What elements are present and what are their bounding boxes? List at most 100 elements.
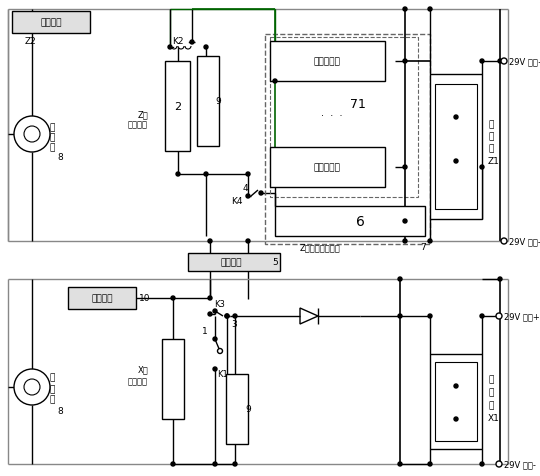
- Text: 阵: 阵: [49, 143, 55, 152]
- Text: 5: 5: [272, 258, 278, 267]
- Text: 太: 太: [49, 123, 55, 132]
- Bar: [435, 362, 477, 441]
- Circle shape: [213, 337, 217, 341]
- Text: Z器: Z器: [137, 110, 148, 119]
- Circle shape: [501, 238, 507, 245]
- Circle shape: [454, 417, 458, 421]
- Text: 6: 6: [355, 215, 364, 228]
- Circle shape: [428, 239, 432, 244]
- Circle shape: [501, 59, 507, 65]
- Text: 阳: 阳: [49, 385, 55, 394]
- Text: X器: X器: [137, 365, 148, 374]
- Bar: [197, 57, 219, 147]
- Circle shape: [403, 8, 407, 12]
- Circle shape: [208, 297, 212, 300]
- Circle shape: [496, 461, 502, 467]
- Bar: [188, 253, 280, 271]
- Circle shape: [480, 314, 484, 318]
- Circle shape: [24, 379, 40, 395]
- Text: K2: K2: [172, 38, 184, 46]
- Bar: [435, 85, 477, 209]
- Circle shape: [225, 314, 229, 318]
- Circle shape: [259, 192, 263, 196]
- Text: 阵: 阵: [488, 401, 494, 410]
- Text: K4: K4: [231, 197, 243, 206]
- Text: 2: 2: [174, 102, 181, 112]
- Circle shape: [213, 462, 217, 466]
- Text: 29V 母线+: 29V 母线+: [504, 312, 540, 321]
- Circle shape: [246, 173, 250, 177]
- Text: 阵: 阵: [488, 144, 494, 153]
- Text: 电: 电: [488, 120, 494, 129]
- Circle shape: [233, 314, 237, 318]
- Bar: [275, 207, 425, 237]
- Text: 放电调节器: 放电调节器: [314, 163, 340, 172]
- Bar: [270, 38, 418, 198]
- Bar: [265, 35, 430, 245]
- Text: 9: 9: [245, 405, 251, 414]
- Text: 4: 4: [242, 184, 248, 193]
- Text: Z器放电调节模块: Z器放电调节模块: [300, 243, 341, 252]
- Bar: [12, 12, 90, 34]
- Text: 脱落插头: 脱落插头: [220, 258, 242, 267]
- Bar: [68, 288, 136, 309]
- Text: 10: 10: [139, 294, 151, 303]
- Circle shape: [480, 462, 484, 466]
- Circle shape: [273, 80, 277, 84]
- Circle shape: [213, 309, 217, 313]
- Bar: [430, 354, 482, 449]
- Circle shape: [168, 46, 172, 50]
- Text: 29V 母线+: 29V 母线+: [509, 58, 540, 66]
- Circle shape: [14, 117, 50, 153]
- Circle shape: [171, 297, 175, 300]
- Text: 蓄电池组: 蓄电池组: [128, 120, 148, 129]
- Text: 充电电路: 充电电路: [91, 294, 113, 303]
- Text: 阵: 阵: [49, 395, 55, 404]
- Text: Z2: Z2: [24, 38, 36, 46]
- Text: 1: 1: [202, 327, 208, 336]
- Circle shape: [218, 349, 222, 354]
- Text: 29V 母线-: 29V 母线-: [504, 459, 536, 468]
- Bar: [226, 374, 248, 444]
- Circle shape: [225, 314, 229, 318]
- Circle shape: [204, 173, 208, 177]
- Circle shape: [454, 384, 458, 388]
- Text: 3: 3: [231, 320, 237, 329]
- Text: 29V 母线-: 29V 母线-: [509, 237, 540, 246]
- Circle shape: [428, 314, 432, 318]
- Text: K1: K1: [217, 370, 227, 379]
- Circle shape: [190, 41, 194, 45]
- Bar: [270, 148, 385, 188]
- Circle shape: [403, 239, 407, 244]
- Bar: [162, 339, 184, 419]
- Circle shape: [398, 314, 402, 318]
- Circle shape: [454, 159, 458, 164]
- Text: 放电调节器: 放电调节器: [314, 58, 340, 66]
- Text: 8: 8: [57, 153, 63, 162]
- Text: K3: K3: [214, 300, 225, 309]
- Circle shape: [498, 278, 502, 281]
- Circle shape: [403, 166, 407, 169]
- Text: 容: 容: [488, 132, 494, 141]
- Text: 蓄电池组: 蓄电池组: [128, 377, 148, 386]
- Circle shape: [171, 462, 175, 466]
- Circle shape: [498, 60, 502, 64]
- Text: 分流电路: 分流电路: [40, 19, 62, 28]
- Text: 9: 9: [215, 97, 221, 106]
- Circle shape: [496, 313, 502, 319]
- Circle shape: [204, 46, 208, 50]
- Circle shape: [208, 239, 212, 244]
- Circle shape: [233, 462, 237, 466]
- Circle shape: [398, 278, 402, 281]
- Bar: [165, 62, 190, 152]
- Text: X1: X1: [488, 414, 500, 423]
- Bar: [270, 42, 385, 82]
- Circle shape: [398, 462, 402, 466]
- Circle shape: [213, 367, 217, 371]
- Text: Z1: Z1: [488, 157, 500, 166]
- Text: 太: 太: [49, 373, 55, 382]
- Bar: [430, 75, 482, 219]
- Circle shape: [403, 219, 407, 224]
- Circle shape: [480, 60, 484, 64]
- Circle shape: [246, 239, 250, 244]
